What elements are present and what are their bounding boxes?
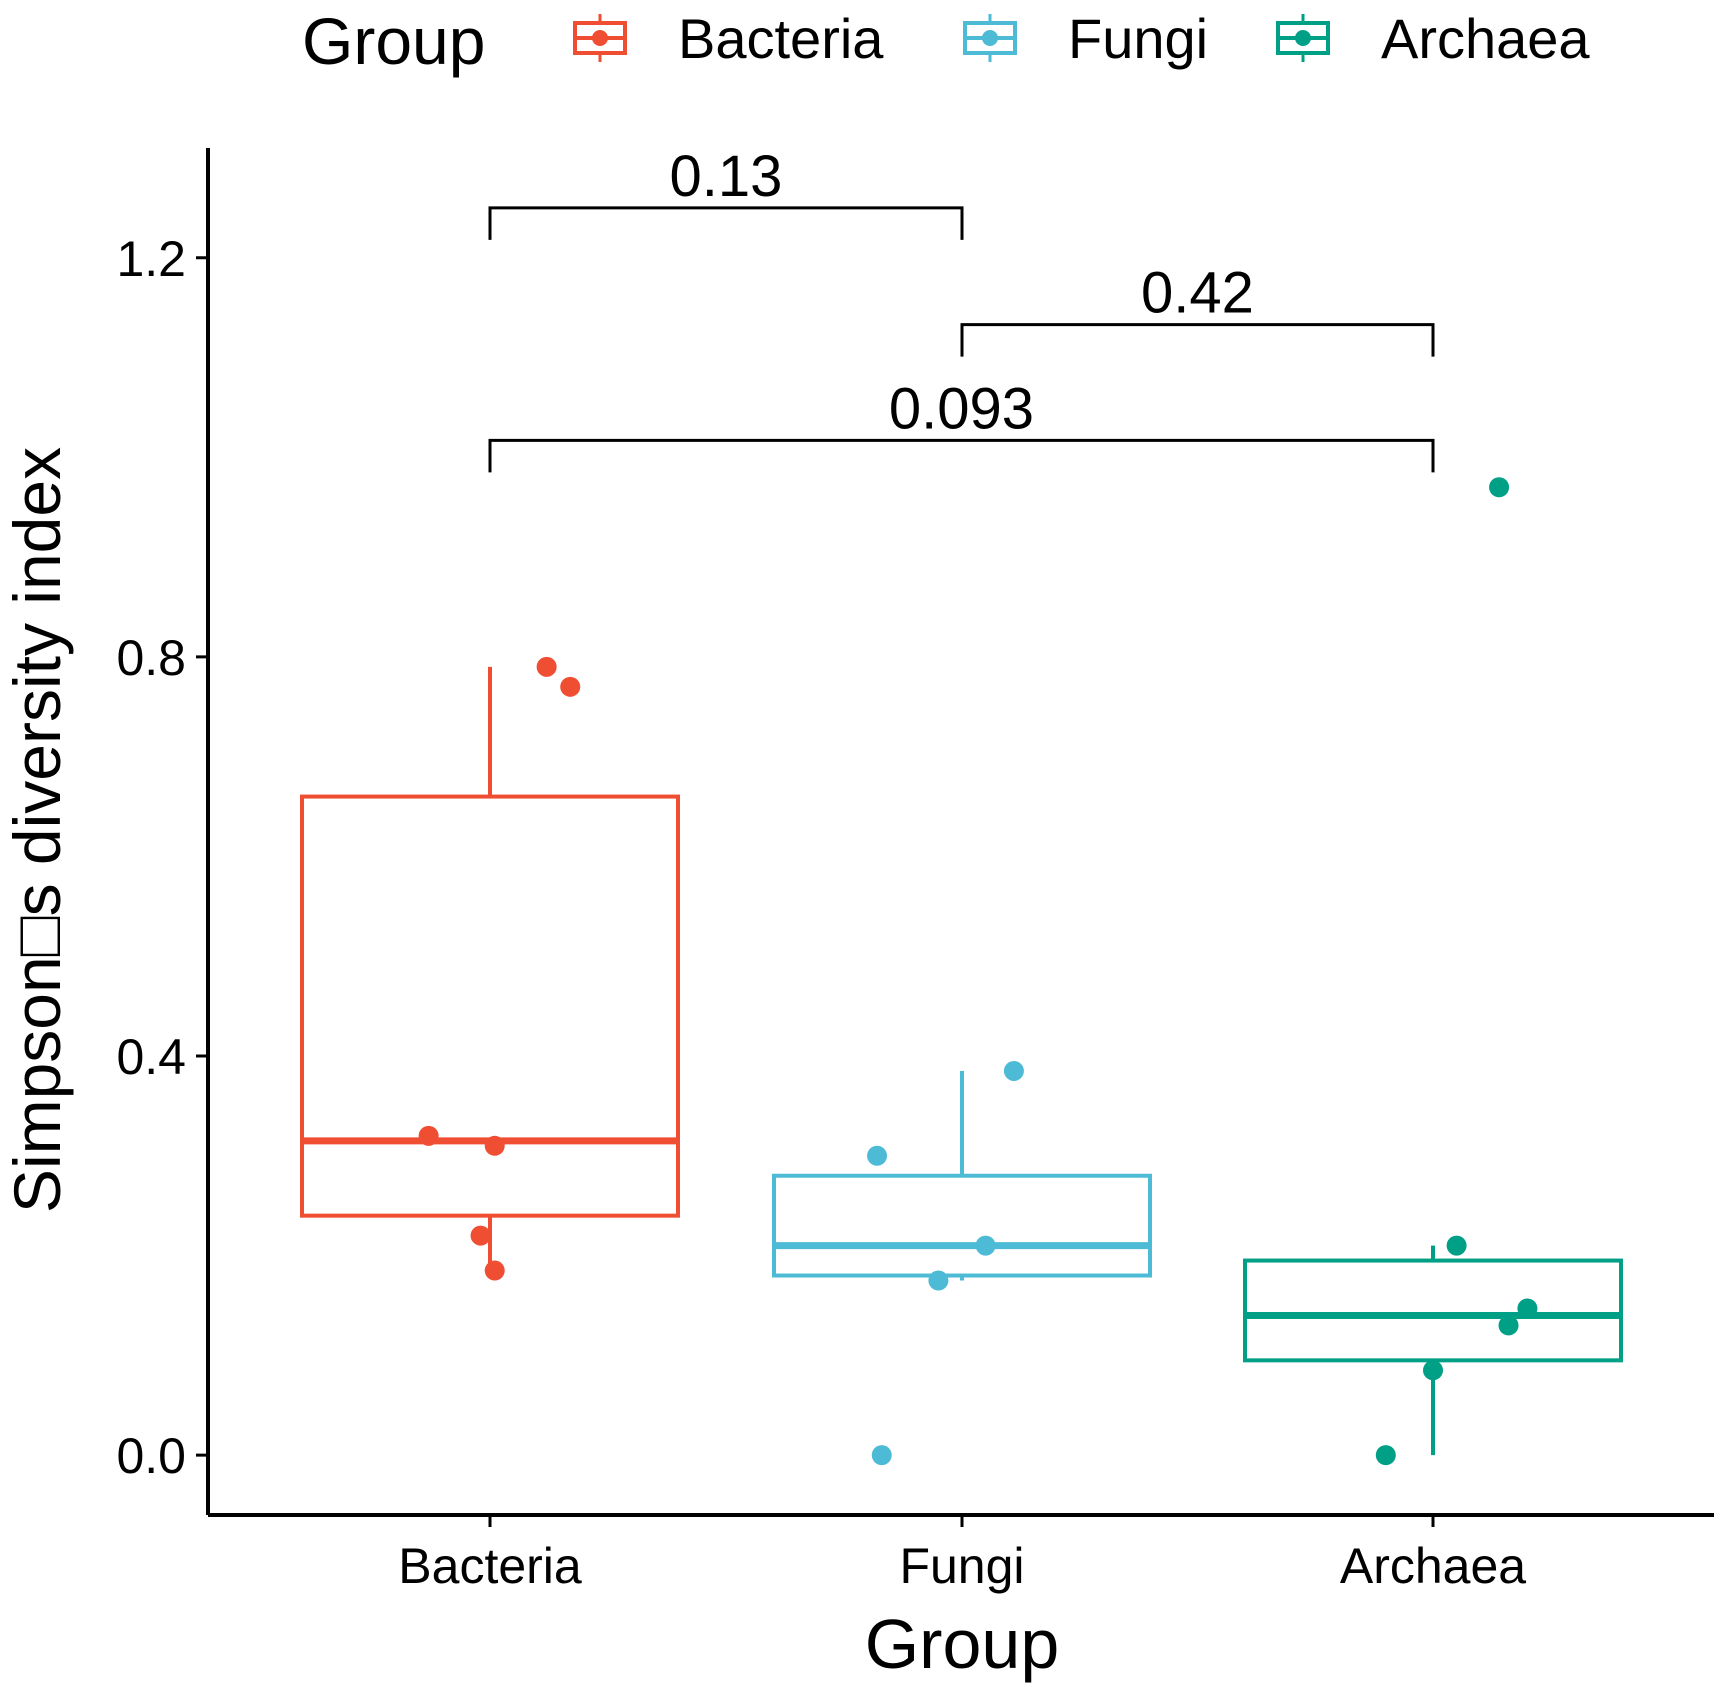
y-tick-label: 0.8 [116,630,186,686]
comparison-bracket [488,206,964,240]
archaea-box [1243,1258,1623,1363]
bacteria-data-point [560,676,581,697]
x-tick-label: Bacteria [398,1538,582,1594]
x-tick-label: Fungi [899,1538,1024,1594]
archaea-legend-key-point [1295,30,1311,46]
y-axis-title: Simpson□s diversity index [0,447,74,1213]
plot-area: 0.13 0.42 0.093 0.0 0.4 0.8 1.2 Bacteria Fungi A… [116,144,1714,1594]
bacteria-data-point [470,1225,491,1246]
bacteria-legend-key-point [592,30,608,46]
legend-entries: Bacteria Fungi Archaea [573,7,1590,70]
fungi-legend-key-point [982,30,998,46]
fungi-data-point [867,1145,888,1166]
archaea-data-point [1446,1235,1467,1256]
archaea-data-point [1375,1445,1396,1466]
archaea-data-point [1423,1360,1443,1381]
p-value-label: 0.13 [670,144,783,209]
fungi-box [772,1173,1152,1278]
bacteria-data-point [484,1260,505,1281]
x-tick-label: Archaea [1340,1538,1526,1594]
legend-title: Group [302,4,485,78]
p-value-label: 0.42 [1141,261,1254,326]
x-axis-title: Group [865,1605,1060,1683]
comparison-bracket [960,323,1435,357]
boxes [300,666,1623,1456]
archaea-data-point [1489,477,1510,498]
axes: 0.0 0.4 0.8 1.2 Bacteria Fungi Archaea [116,148,1714,1594]
p-value-label: 0.093 [889,376,1034,441]
legend: Group Bacteria Fungi Archaea [302,4,1590,78]
archaea-legend-label: Archaea [1381,7,1590,70]
data-points [418,477,1538,1466]
archaea-data-point [1517,1298,1538,1319]
comparison-bracket [488,438,1435,473]
fungi-data-point [871,1445,892,1466]
y-tick-label: 0.4 [116,1029,186,1085]
fungi-data-point [1003,1060,1024,1081]
bacteria-data-point [484,1135,505,1156]
bacteria-data-point [536,656,557,677]
comparison-brackets: 0.13 0.42 0.093 [488,144,1435,473]
y-tick-label: 1.2 [116,231,186,287]
archaea-data-point [1498,1315,1519,1336]
fungi-legend-label: Fungi [1068,7,1208,70]
bacteria-legend-label: Bacteria [678,7,884,70]
bacteria-data-point [418,1125,439,1146]
fungi-data-point [975,1235,996,1256]
y-tick-label: 0.0 [116,1428,186,1484]
fungi-data-point [928,1270,949,1291]
